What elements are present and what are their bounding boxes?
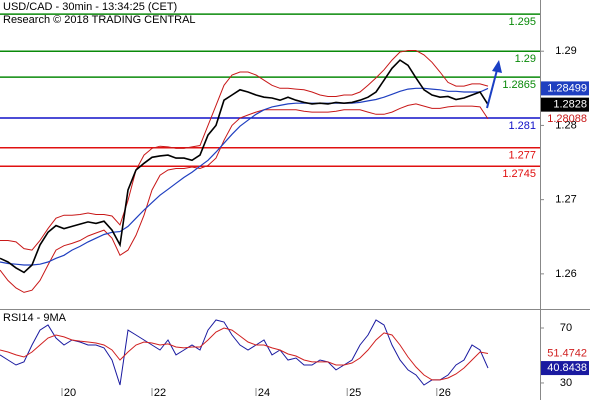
x-tick-label: 26	[439, 387, 451, 399]
x-tick-label: 24	[258, 387, 270, 399]
y-tick-label: 30	[560, 377, 572, 389]
level-label: 1.2865	[502, 79, 536, 91]
forecast-arrow	[486, 60, 502, 109]
x-tick-label: 25	[349, 387, 361, 399]
y-tick-label: 1.26	[555, 268, 576, 280]
y-tick-label: 1.27	[555, 194, 576, 206]
value-tag	[541, 97, 589, 112]
series-line	[0, 319, 489, 386]
series-line	[0, 59, 489, 274]
plot: 1.26 1.27 1.28 1.29 1.295 1.29 1.2865 1.281 1.27…	[0, 13, 589, 399]
level-label: 1.281	[508, 120, 536, 132]
y-tick-label: 70	[560, 322, 572, 334]
value-tag	[541, 81, 589, 96]
value-tag-label: 1.28499	[547, 82, 587, 94]
value-tag	[541, 361, 589, 376]
series-line	[0, 87, 489, 266]
y-tick-label: 1.29	[555, 45, 576, 57]
x-tick-label: 20	[64, 387, 76, 399]
level-label: 1.2745	[502, 168, 536, 180]
series-line	[0, 103, 489, 293]
chart-subtitle: Research © 2018 TRADING CENTRAL	[3, 14, 196, 26]
arrow-head	[492, 60, 502, 73]
value-tag-label: 51.4742	[547, 347, 587, 359]
chart-title: USD/CAD - 30min - 13:34:25 (CET)	[3, 1, 177, 13]
value-tag-label: 1.28088	[547, 113, 587, 125]
level-label: 1.29	[515, 53, 536, 65]
value-tag-label: 40.8438	[547, 362, 587, 374]
pane-title: RSI14 - 9MA	[3, 312, 67, 324]
series-line	[0, 50, 489, 251]
value-tag-label: 1.2828	[553, 99, 587, 111]
series-line	[0, 327, 489, 381]
y-tick-label: 1.28	[555, 119, 576, 131]
x-tick-label: 22	[154, 387, 166, 399]
level-label: 1.277	[508, 150, 536, 162]
arrow-shaft	[486, 69, 498, 109]
level-label: 1.295	[508, 16, 536, 28]
